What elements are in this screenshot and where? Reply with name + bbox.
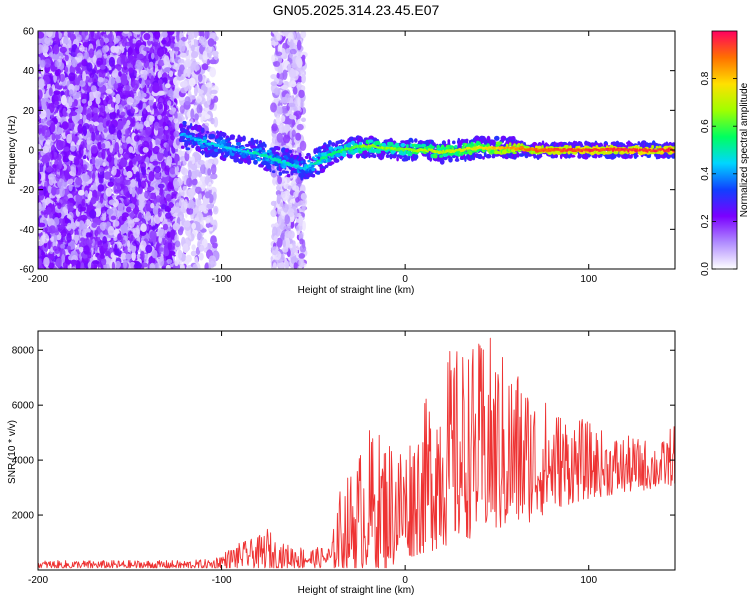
- noise-blob: [67, 32, 72, 38]
- noise-blob: [54, 134, 61, 140]
- noise-blob: [91, 131, 96, 142]
- chart-title: GN05.2025.314.23.45.E07: [273, 2, 440, 18]
- noise-blob: [168, 70, 174, 77]
- noise-blob: [151, 225, 156, 232]
- noise-blob: [168, 121, 172, 127]
- noise-blob: [81, 98, 87, 104]
- noise-blob: [149, 230, 157, 241]
- noise-blob: [120, 111, 126, 117]
- noise-blob: [133, 31, 138, 38]
- noise-blob: [144, 79, 152, 85]
- noise-blob: [66, 232, 72, 243]
- noise-blob: [143, 120, 150, 127]
- noise-blob: [96, 38, 101, 47]
- noise-blob: [123, 258, 127, 269]
- noise-blob: [135, 59, 142, 68]
- noise-blob: [127, 47, 133, 55]
- noise-blob: [51, 133, 56, 141]
- noise-blob: [86, 137, 91, 145]
- noise-blob: [125, 253, 132, 260]
- noise-blob: [82, 228, 87, 237]
- noise-blob: [134, 155, 142, 161]
- noise-blob: [167, 241, 172, 251]
- noise-blob: [83, 105, 87, 116]
- noise-blob: [39, 162, 44, 173]
- noise-blob: [117, 66, 121, 71]
- noise-blob: [62, 155, 67, 163]
- noise-blob: [165, 134, 169, 140]
- noise-blob: [81, 59, 87, 67]
- noise-blob: [98, 69, 106, 79]
- noise-blob: [103, 243, 109, 249]
- noise-blob: [77, 67, 81, 73]
- noise-blob: [116, 129, 122, 140]
- noise-blob: [44, 37, 51, 45]
- noise-blob: [145, 244, 153, 254]
- noise-blob: [94, 241, 98, 251]
- noise-blob: [64, 66, 69, 73]
- noise-blob: [53, 234, 58, 243]
- noise-blob: [97, 141, 102, 150]
- noise-blob: [92, 165, 96, 174]
- noise-blob: [115, 93, 121, 105]
- noise-blob: [154, 31, 161, 40]
- spectrogram-marks: [38, 31, 675, 269]
- noise-blob: [124, 179, 131, 186]
- noise-blob: [45, 31, 53, 38]
- noise-blob: [68, 154, 74, 161]
- noise-blob: [59, 73, 66, 82]
- noise-blob: [114, 157, 118, 167]
- noise-blob: [57, 127, 63, 134]
- noise-blob: [120, 223, 128, 234]
- noise-blob: [120, 54, 128, 66]
- noise-blob: [105, 88, 113, 94]
- noise-blob: [159, 247, 164, 252]
- noise-blob: [85, 232, 93, 238]
